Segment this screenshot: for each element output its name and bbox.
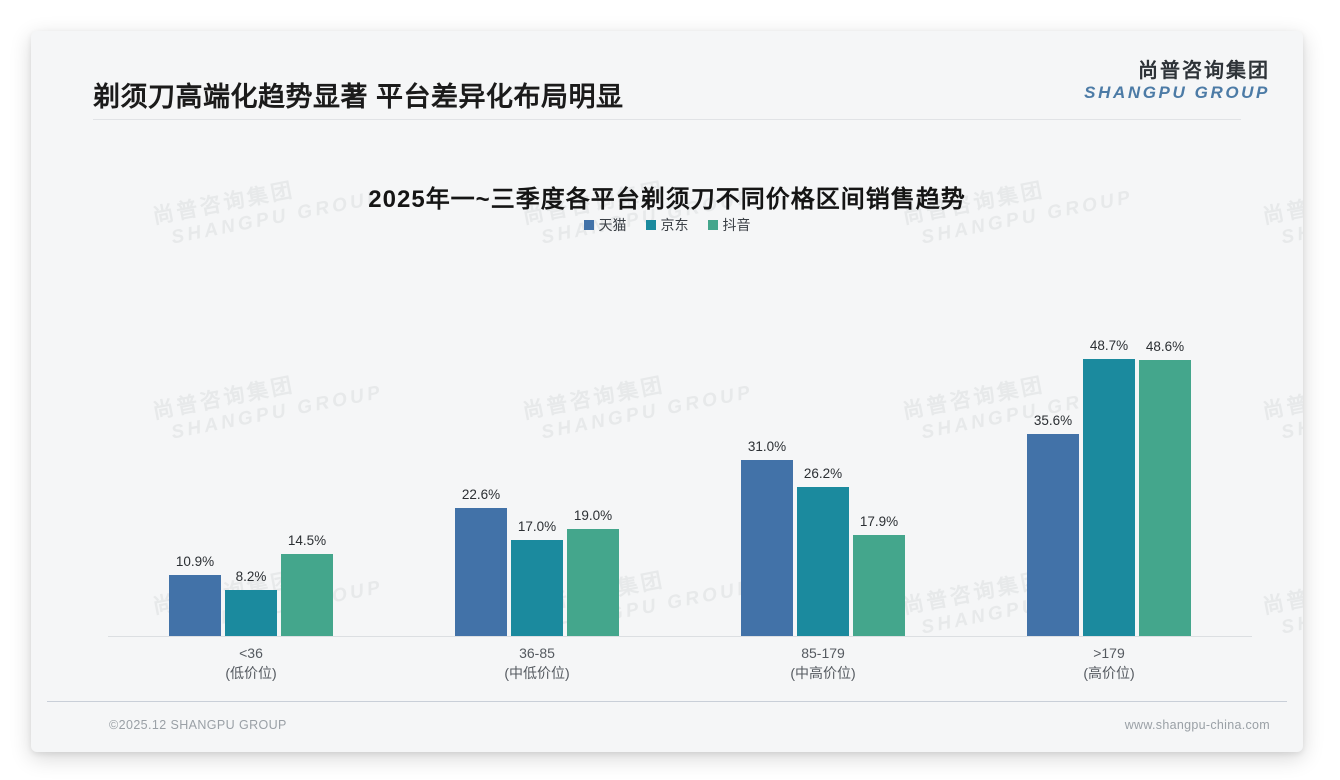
x-axis-label-range: <36 <box>239 645 263 661</box>
x-axis-label-tier: (高价位) <box>1083 665 1135 682</box>
bar-group->179: 35.6% 48.7% 48.6% <box>966 267 1252 637</box>
bar-rect <box>1083 358 1135 637</box>
legend-label: 抖音 <box>722 217 751 233</box>
brand-logo: 尚普咨询集团 SHANGPU GROUP <box>1084 60 1270 102</box>
bar-天猫-85-179[interactable]: 31.0% <box>741 267 793 637</box>
page-title: 剃须刀高端化趋势显著 平台差异化布局明显 <box>93 82 624 112</box>
bar-天猫-<36[interactable]: 10.9% <box>169 267 221 637</box>
legend-label: 京东 <box>660 217 689 233</box>
bar-value-label: 22.6% <box>461 486 501 502</box>
bar-value-label: 17.0% <box>517 518 557 534</box>
legend-swatch-icon <box>707 220 718 230</box>
x-axis-label-36-85: 36-85 (中低价位) <box>394 643 680 684</box>
bar-rect <box>567 528 619 637</box>
brand-logo-en: SHANGPU GROUP <box>1084 82 1270 102</box>
legend-swatch-icon <box>645 220 656 230</box>
x-axis-labels: <36 (低价位) 36-85 (中低价位) 85-179 (中高价位) >179 (高价位) <box>108 643 1252 684</box>
bar-value-label: 10.9% <box>175 553 215 569</box>
x-axis-label-<36: <36 (低价位) <box>108 643 394 684</box>
bar-rect <box>225 590 277 637</box>
legend-swatch-icon <box>583 220 594 230</box>
bar-rect <box>853 534 905 637</box>
bar-groups: 10.9% 8.2% 14.5% 22.6% 17.0% 19.0% 31.0% 26.2% 1… <box>108 267 1252 637</box>
bar-抖音-36-85[interactable]: 19.0% <box>567 267 619 637</box>
bar-value-label: 31.0% <box>747 439 787 455</box>
bar-rect <box>797 487 849 637</box>
bar-抖音->179[interactable]: 48.6% <box>1139 267 1191 637</box>
bar-京东-36-85[interactable]: 17.0% <box>511 267 563 637</box>
x-axis-label-range: 85-179 <box>801 645 845 661</box>
x-axis-label-range: 36-85 <box>519 645 555 661</box>
brand-logo-cn: 尚普咨询集团 <box>1138 60 1270 82</box>
bar-value-label: 48.6% <box>1145 338 1185 354</box>
bar-group-<36: 10.9% 8.2% 14.5% <box>108 267 394 637</box>
x-axis-line <box>108 636 1252 637</box>
header-divider <box>93 119 1241 120</box>
bar-抖音-85-179[interactable]: 17.9% <box>853 267 905 637</box>
footer-divider <box>47 701 1287 702</box>
bar-rect <box>1139 359 1191 637</box>
footer-website[interactable]: www.shangpu-china.com <box>1124 718 1270 732</box>
bar-rect <box>741 460 793 637</box>
footer-copyright: ©2025.12 SHANGPU GROUP <box>109 718 287 732</box>
x-axis-label-range: >179 <box>1093 645 1125 661</box>
bar-rect <box>169 574 221 637</box>
bar-value-label: 8.2% <box>235 569 267 585</box>
bar-京东->179[interactable]: 48.7% <box>1083 267 1135 637</box>
bar-京东-<36[interactable]: 8.2% <box>225 267 277 637</box>
bar-group-36-85: 22.6% 17.0% 19.0% <box>394 267 680 637</box>
bar-value-label: 19.0% <box>573 507 613 523</box>
bar-rect <box>511 539 563 637</box>
slide-card: 尚普咨询集团 SHANGPU GROUP 尚普咨询集团 SHANGPU GROUP 尚普… <box>31 31 1303 752</box>
bar-value-label: 48.7% <box>1089 337 1129 353</box>
bar-value-label: 17.9% <box>859 513 899 529</box>
x-axis-label->179: >179 (高价位) <box>966 643 1252 684</box>
bar-抖音-<36[interactable]: 14.5% <box>281 267 333 637</box>
bar-value-label: 14.5% <box>287 533 327 549</box>
bar-value-label: 26.2% <box>803 466 843 482</box>
bar-rect <box>1027 433 1079 637</box>
slide-header: 剃须刀高端化趋势显著 平台差异化布局明显 尚普咨询集团 SHANGPU GROU… <box>31 31 1303 115</box>
bar-value-label: 35.6% <box>1033 412 1073 428</box>
legend-item-抖音[interactable]: 抖音 <box>707 215 751 235</box>
chart-legend: 天猫 京东 抖音 <box>31 215 1303 235</box>
bar-天猫->179[interactable]: 35.6% <box>1027 267 1079 637</box>
x-axis-label-tier: (中低价位) <box>504 665 570 682</box>
bar-京东-85-179[interactable]: 26.2% <box>797 267 849 637</box>
bar-rect <box>281 554 333 637</box>
chart-title: 2025年一~三季度各平台剃须刀不同价格区间销售趋势 <box>368 186 966 213</box>
legend-item-京东[interactable]: 京东 <box>645 215 689 235</box>
chart-plot-area: 10.9% 8.2% 14.5% 22.6% 17.0% 19.0% 31.0% 26.2% 1… <box>108 267 1252 637</box>
x-axis-label-tier: (低价位) <box>225 665 277 682</box>
bar-天猫-36-85[interactable]: 22.6% <box>455 267 507 637</box>
bar-group-85-179: 31.0% 26.2% 17.9% <box>680 267 966 637</box>
bar-rect <box>455 507 507 637</box>
legend-label: 天猫 <box>598 217 627 233</box>
x-axis-label-85-179: 85-179 (中高价位) <box>680 643 966 684</box>
legend-item-天猫[interactable]: 天猫 <box>583 215 627 235</box>
x-axis-label-tier: (中高价位) <box>790 665 856 682</box>
